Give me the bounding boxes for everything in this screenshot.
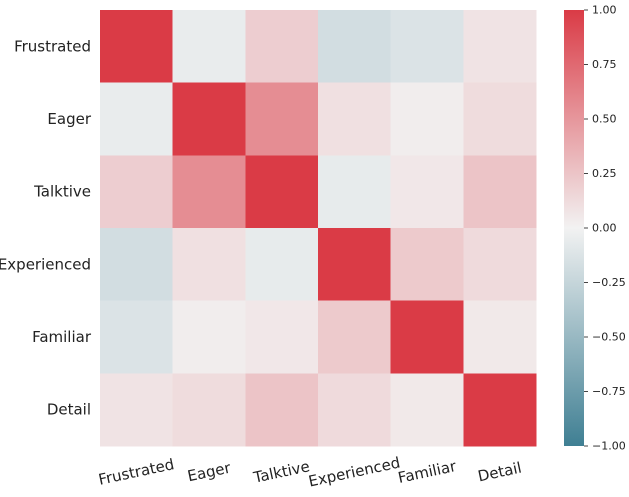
heatmap-cell-experienced-experienced — [318, 228, 392, 302]
heatmap-cell-experienced-frustrated — [100, 228, 174, 302]
heatmap-cell-experienced-familiar — [390, 228, 464, 302]
heatmap-cell-frustrated-experienced — [318, 10, 392, 84]
colorbar: −1.00 −0.75 −0.50 −0.25 0.00 0.25 0.50 0.75 1.00 — [564, 4, 626, 453]
heatmap-cell-talktive-familiar — [390, 155, 464, 229]
colorbar-tick-label: −0.25 — [592, 276, 626, 289]
colorbar-tick-label: 0.75 — [592, 58, 617, 71]
heatmap-cell-frustrated-familiar — [390, 10, 464, 84]
colorbar-tick-label: 0.25 — [592, 167, 617, 180]
row-label-detail: Detail — [47, 401, 91, 419]
colorbar-gradient — [564, 10, 584, 446]
colorbar-ticks: −1.00 −0.75 −0.50 −0.25 0.00 0.25 0.50 0.75 1.00 — [584, 4, 626, 453]
heatmap-cell-experienced-talktive — [245, 228, 319, 302]
column-label-experienced: Experienced — [307, 454, 402, 491]
heatmap-cell-detail-talktive — [245, 373, 319, 447]
heatmap-cell-experienced-eager — [172, 228, 246, 302]
heatmap-cells — [100, 10, 537, 447]
heatmap-cell-familiar-frustrated — [100, 300, 174, 374]
column-label-eager: Eager — [186, 458, 233, 485]
column-label-talktive: Talktive — [251, 457, 311, 487]
heatmap-cell-frustrated-detail — [463, 10, 537, 84]
heatmap-cell-eager-talktive — [245, 82, 319, 156]
heatmap-cell-eager-frustrated — [100, 82, 174, 156]
column-label-familiar: Familiar — [396, 457, 458, 487]
heatmap-cell-eager-experienced — [318, 82, 392, 156]
heatmap-cell-talktive-frustrated — [100, 155, 174, 229]
heatmap-cell-detail-eager — [172, 373, 246, 447]
heatmap-cell-eager-eager — [172, 82, 246, 156]
column-labels: Frustrated Eager TalktiveExperiencedFamili… — [97, 454, 523, 491]
heatmap-cell-experienced-detail — [463, 228, 537, 302]
heatmap-cell-talktive-talktive — [245, 155, 319, 229]
heatmap-cell-detail-familiar — [390, 373, 464, 447]
row-label-frustrated: Frustrated — [14, 37, 91, 55]
colorbar-tick-label: −0.75 — [592, 385, 626, 398]
row-labels: Frustrated Eager Talktive Experienced Famili… — [0, 37, 92, 418]
heatmap-cell-familiar-talktive — [245, 300, 319, 374]
colorbar-tick-label: 0.50 — [592, 113, 617, 126]
heatmap-cell-frustrated-eager — [172, 10, 246, 84]
heatmap-cell-detail-detail — [463, 373, 537, 447]
heatmap-cell-familiar-detail — [463, 300, 537, 374]
heatmap-cell-frustrated-frustrated — [100, 10, 174, 84]
row-label-familiar: Familiar — [32, 328, 92, 346]
heatmap-cell-familiar-eager — [172, 300, 246, 374]
heatmap-cell-eager-detail — [463, 82, 537, 156]
heatmap-cell-talktive-detail — [463, 155, 537, 229]
heatmap-cell-talktive-eager — [172, 155, 246, 229]
heatmap-cell-detail-experienced — [318, 373, 392, 447]
heatmap-cell-eager-familiar — [390, 82, 464, 156]
heatmap-cell-talktive-experienced — [318, 155, 392, 229]
column-label-frustrated: Frustrated — [97, 455, 176, 489]
heatmap-cell-familiar-experienced — [318, 300, 392, 374]
row-label-experienced: Experienced — [0, 255, 91, 273]
colorbar-tick-label: 1.00 — [592, 4, 617, 17]
colorbar-tick-label: −1.00 — [592, 440, 626, 453]
colorbar-tick-label: 0.00 — [592, 222, 617, 235]
row-label-eager: Eager — [47, 110, 91, 128]
heatmap-cell-detail-frustrated — [100, 373, 174, 447]
row-label-talktive: Talktive — [33, 183, 91, 201]
column-label-detail: Detail — [476, 459, 523, 486]
colorbar-tick-label: −0.50 — [592, 331, 626, 344]
heatmap-cell-frustrated-talktive — [245, 10, 319, 84]
heatmap-cell-familiar-familiar — [390, 300, 464, 374]
